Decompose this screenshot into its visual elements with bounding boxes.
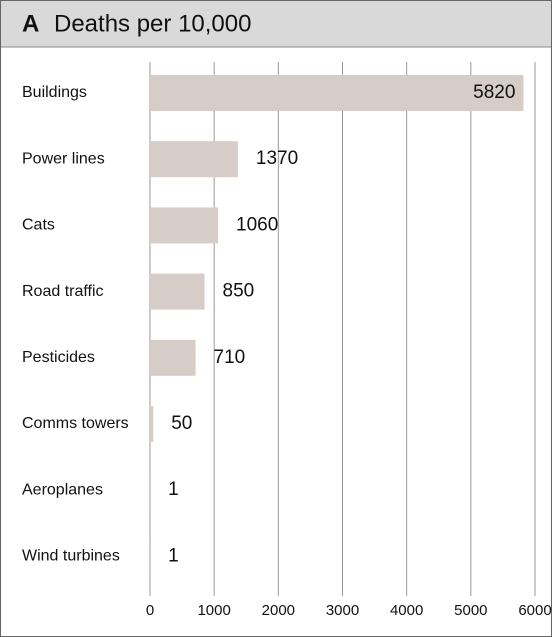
- y-tick-label: Aeroplanes: [22, 481, 103, 498]
- value-label: 1: [168, 479, 179, 500]
- header: [1, 1, 551, 47]
- value-label: 5820: [473, 82, 515, 103]
- y-tick-label: Comms towers: [22, 415, 129, 432]
- bar: [150, 75, 524, 111]
- chart-title: Deaths per 10,000: [54, 10, 251, 37]
- value-label: 1370: [256, 148, 298, 169]
- value-label: 850: [223, 281, 255, 302]
- x-tick-label: 6000: [518, 602, 551, 619]
- value-label: 50: [171, 413, 192, 434]
- y-tick-label: Buildings: [22, 84, 87, 101]
- bar: [150, 273, 205, 310]
- bar: [150, 141, 238, 178]
- bar: [150, 207, 219, 244]
- x-tick-label: 1000: [197, 602, 230, 619]
- bar: [150, 406, 154, 442]
- x-tick-label: 0: [146, 602, 154, 619]
- y-tick-label: Wind turbines: [22, 548, 120, 565]
- y-tick-label: Pesticides: [22, 349, 95, 366]
- panel-label: A: [22, 10, 39, 37]
- value-label: 710: [214, 347, 246, 368]
- x-tick-label: 5000: [454, 602, 487, 619]
- value-label: 1: [168, 545, 179, 566]
- value-label: 1060: [236, 214, 278, 235]
- y-tick-label: Cats: [22, 217, 55, 234]
- x-tick-label: 2000: [262, 602, 295, 619]
- x-tick-label: 3000: [326, 602, 359, 619]
- x-tick-label: 4000: [390, 602, 423, 619]
- bar: [150, 339, 196, 376]
- y-tick-label: Road traffic: [22, 283, 104, 300]
- y-tick-label: Power lines: [22, 150, 105, 167]
